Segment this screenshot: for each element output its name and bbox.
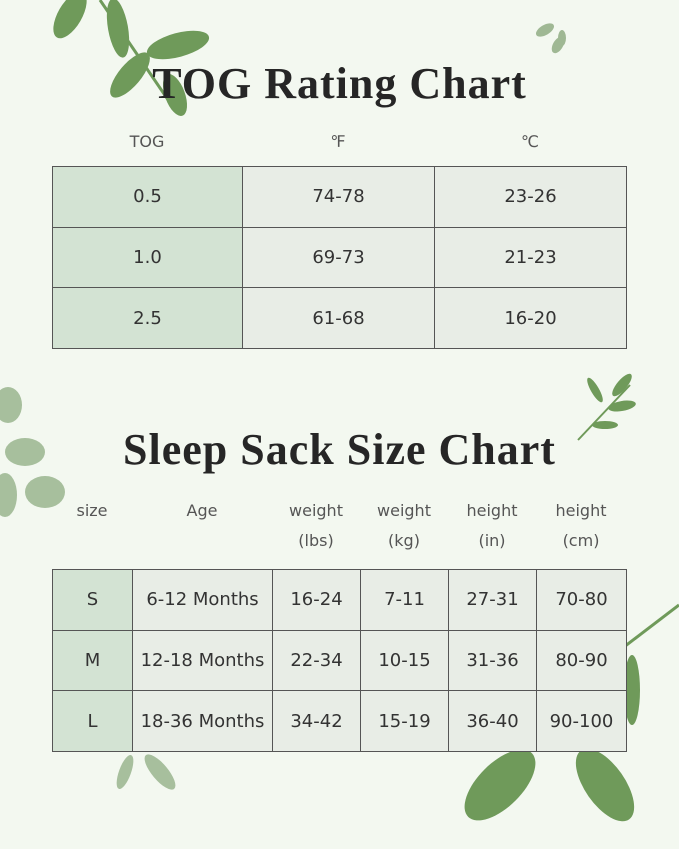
table-cell: 0.5 [52, 166, 243, 228]
column-header: size [76, 501, 108, 520]
table-cell: 12-18 Months [132, 629, 273, 692]
table-cell: 31-36 [448, 629, 537, 692]
table-cell: 18-36 Months [132, 690, 273, 753]
table-cell: 7-11 [360, 569, 449, 631]
table-cell: L [52, 690, 133, 753]
table-cell: 22-34 [272, 629, 361, 692]
column-header: TOG [129, 132, 165, 151]
table-cell: 16-20 [434, 287, 627, 350]
column-header: height [466, 501, 518, 520]
table-cell: 74-78 [242, 166, 435, 228]
table-cell: 2.5 [52, 287, 243, 350]
column-header: weight [289, 501, 343, 520]
table-cell: 90-100 [536, 690, 627, 753]
table-cell: 16-24 [272, 569, 361, 631]
title: TOG Rating Chart [152, 59, 527, 108]
table-cell: 23-26 [434, 166, 627, 228]
column-header: (cm) [562, 531, 600, 550]
column-header: (kg) [388, 531, 420, 550]
table-cell: 21-23 [434, 226, 627, 289]
column-header: ℉ [330, 132, 346, 151]
title: Sleep Sack Size Chart [123, 425, 556, 474]
table-cell: 15-19 [360, 690, 449, 753]
table-cell: 36-40 [448, 690, 537, 753]
table-cell: 6-12 Months [132, 569, 273, 631]
table-cell: 61-68 [242, 287, 435, 350]
table-cell: M [52, 629, 133, 692]
table-cell: 34-42 [272, 690, 361, 753]
column-header: weight [377, 501, 431, 520]
table-cell: 70-80 [536, 569, 627, 631]
column-header: ℃ [521, 132, 539, 151]
column-header: height [555, 501, 607, 520]
table-cell: S [52, 569, 133, 631]
column-header: (lbs) [298, 531, 334, 550]
table-cell: 27-31 [448, 569, 537, 631]
table-cell: 1.0 [52, 226, 243, 289]
table-cell: 69-73 [242, 226, 435, 289]
table-cell: 10-15 [360, 629, 449, 692]
table-cell: 80-90 [536, 629, 627, 692]
column-header: Age [186, 501, 218, 520]
column-header: (in) [478, 531, 506, 550]
